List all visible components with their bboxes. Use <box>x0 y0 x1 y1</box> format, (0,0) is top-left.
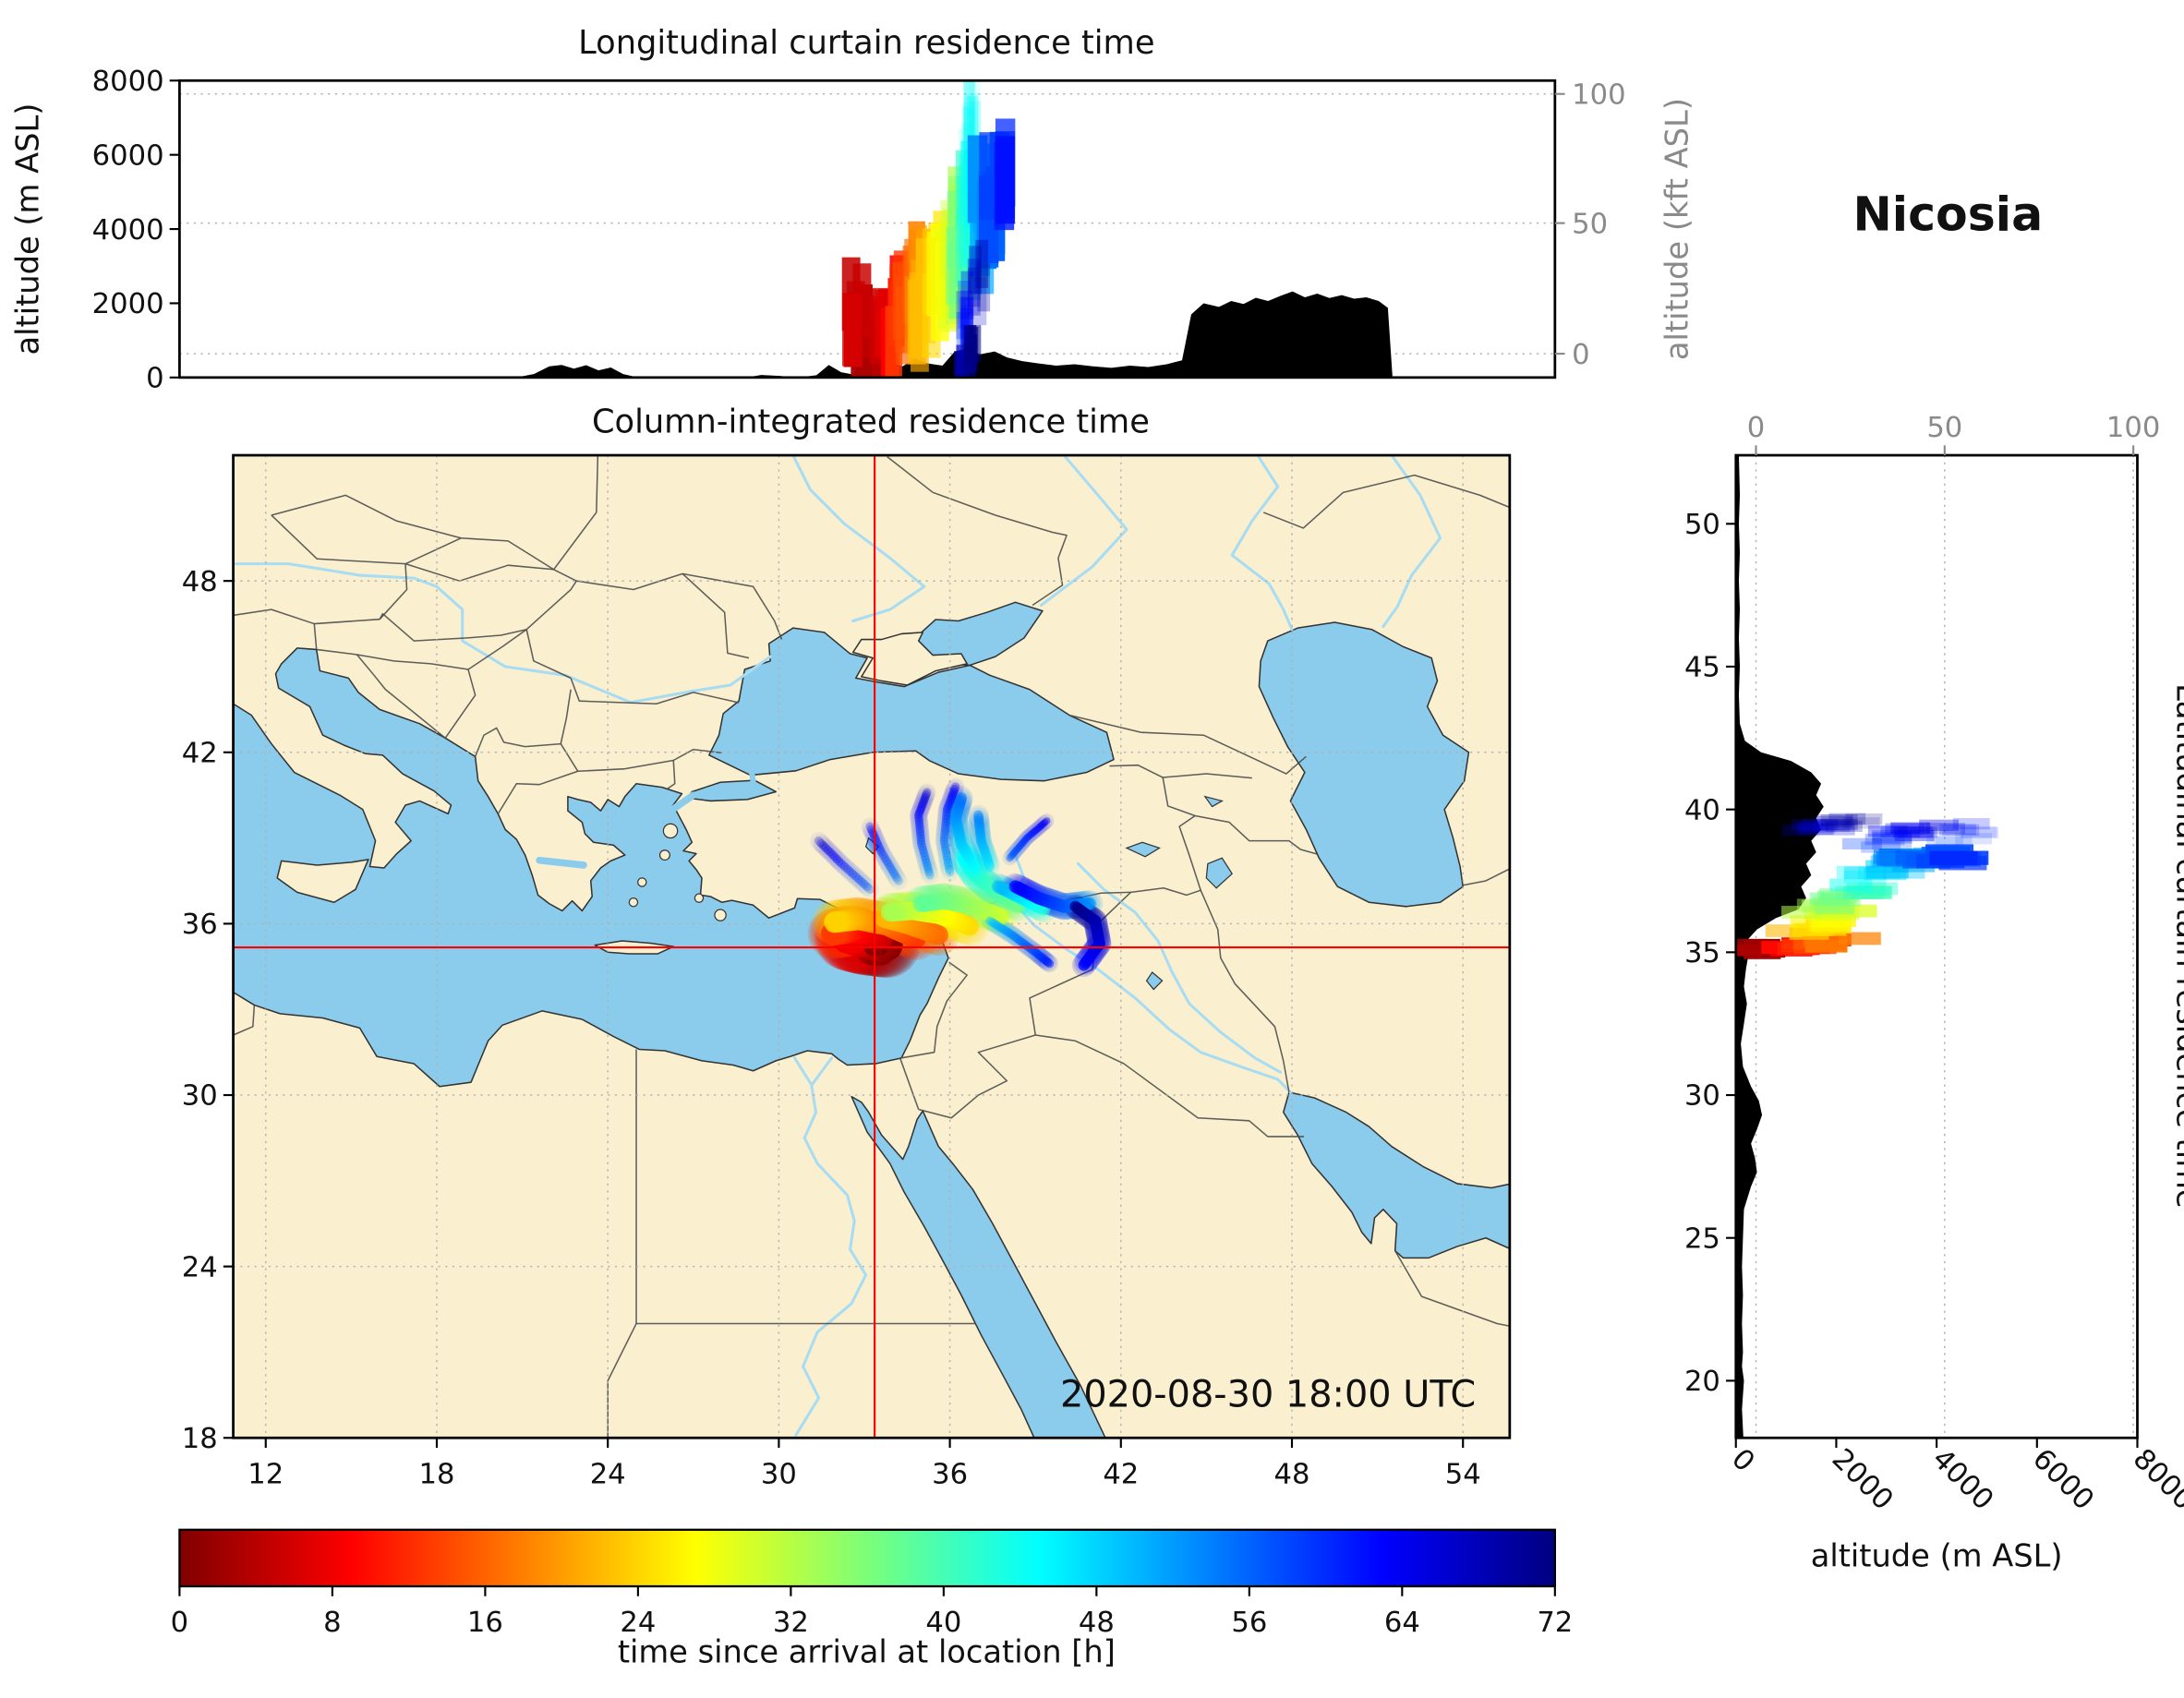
river-ural <box>1382 455 1442 629</box>
svg-text:50: 50 <box>1572 208 1608 240</box>
svg-text:40: 40 <box>1684 794 1720 826</box>
longitudinal-curtain-plot: 0 2000 4000 6000 8000 0 50 100 <box>92 66 1626 395</box>
water-black_sea <box>708 627 1115 782</box>
svg-text:8000: 8000 <box>92 66 164 98</box>
map-date-label: 2020-08-30 18:00 UTC <box>1060 1374 1476 1416</box>
svg-text:36: 36 <box>932 1458 968 1490</box>
plume-residence-time <box>807 777 1112 978</box>
svg-text:0: 0 <box>171 1607 188 1639</box>
svg-text:24: 24 <box>182 1251 218 1283</box>
island-crimea <box>851 632 968 686</box>
latitudinal-curtain-panel: 20 25 30 35 40 45 50 0 2000 4000 6000 8000 0 50 100 La… <box>1684 412 2184 1573</box>
longitudinal-curtain-title: Longitudinal curtain residence time <box>578 24 1154 62</box>
svg-text:8000: 8000 <box>2127 1443 2184 1517</box>
map-plot <box>233 455 1510 1439</box>
colorbar: 0 8 16 24 32 40 48 56 64 72 <box>171 1528 1573 1639</box>
svg-text:2000: 2000 <box>92 288 164 320</box>
river-nile <box>794 1085 868 1437</box>
svg-text:64: 64 <box>1384 1607 1420 1639</box>
svg-text:6000: 6000 <box>92 139 164 172</box>
river-don <box>1039 455 1128 608</box>
latitudinal-curtain-side-label: Latitudinal curtain residence time <box>2169 683 2184 1208</box>
svg-text:24: 24 <box>620 1607 656 1639</box>
svg-text:50: 50 <box>1684 509 1720 541</box>
top-kft-ylabel: altitude (kft ASL) <box>1659 98 1695 360</box>
latitudinal-curtain-data <box>1735 813 1998 959</box>
river-danube <box>233 562 772 704</box>
island-sicily <box>276 859 369 903</box>
river-nile_delta_w <box>792 1056 814 1087</box>
station-name: Nicosia <box>1853 187 2044 242</box>
svg-text:48: 48 <box>182 566 218 598</box>
colorbar-gradient <box>178 1528 1556 1588</box>
longitudinal-terrain <box>180 291 1554 378</box>
svg-text:30: 30 <box>182 1080 218 1113</box>
lake-sevan <box>1203 795 1224 808</box>
svg-text:100: 100 <box>2106 412 2160 444</box>
svg-text:18: 18 <box>418 1458 454 1490</box>
svg-text:24: 24 <box>590 1458 626 1490</box>
lake-urmia <box>1205 857 1233 889</box>
svg-text:20: 20 <box>1684 1366 1720 1398</box>
svg-text:0: 0 <box>1725 1443 1761 1479</box>
svg-text:48: 48 <box>1079 1607 1115 1639</box>
longitudinal-curtain-panel: 0 2000 4000 6000 8000 0 50 100 Longitudinal cur… <box>9 24 1695 395</box>
right-altitude-xlabel: altitude (m ASL) <box>1811 1538 2063 1574</box>
water-mediterranean <box>233 647 957 1088</box>
svg-text:48: 48 <box>1274 1458 1310 1490</box>
svg-text:50: 50 <box>1926 412 1962 444</box>
svg-text:56: 56 <box>1231 1607 1267 1639</box>
water-caspian_sea <box>1258 621 1470 908</box>
svg-text:72: 72 <box>1537 1607 1573 1639</box>
lake-tharthar <box>1145 971 1164 991</box>
water-red_sea <box>851 1095 1106 1439</box>
svg-text:40: 40 <box>925 1607 961 1639</box>
river-volga <box>1230 455 1294 632</box>
svg-text:35: 35 <box>1684 937 1720 969</box>
lake-van <box>1125 841 1161 858</box>
colorbar-panel: 0 8 16 24 32 40 48 56 64 72 time since arrival at… <box>171 1528 1573 1670</box>
svg-text:4000: 4000 <box>1925 1443 1999 1517</box>
water-marmara_sea <box>686 779 777 802</box>
svg-text:32: 32 <box>773 1607 809 1639</box>
svg-text:25: 25 <box>1684 1222 1720 1255</box>
water-persian_gulf <box>1282 1091 1510 1259</box>
svg-text:0: 0 <box>1572 339 1589 371</box>
map-title: Column-integrated residence time <box>592 403 1150 441</box>
svg-text:30: 30 <box>1684 1080 1720 1113</box>
svg-text:0: 0 <box>146 363 163 395</box>
map-panel: 12 18 24 30 36 42 48 54 18 24 30 36 42 48 Column-inte… <box>182 403 1512 1490</box>
river-nile_delta_e <box>810 1056 834 1087</box>
svg-text:42: 42 <box>1103 1458 1139 1490</box>
svg-text:12: 12 <box>247 1458 284 1490</box>
svg-text:54: 54 <box>1445 1458 1481 1490</box>
longitudinal-curtain-data <box>841 80 1016 378</box>
top-altitude-ylabel: altitude (m ASL) <box>9 103 45 355</box>
svg-text:4000: 4000 <box>92 214 164 247</box>
svg-text:2000: 2000 <box>1826 1443 1900 1517</box>
svg-text:45: 45 <box>1684 652 1720 684</box>
svg-text:0: 0 <box>1747 412 1765 444</box>
svg-text:16: 16 <box>467 1607 503 1639</box>
colorbar-label: time since arrival at location [h] <box>618 1634 1116 1670</box>
river-dnieper <box>791 455 926 623</box>
svg-text:18: 18 <box>182 1423 218 1455</box>
svg-text:6000: 6000 <box>2026 1443 2100 1517</box>
map-axes: 12 18 24 30 36 42 48 54 18 24 30 36 42 48 <box>182 453 1512 1490</box>
svg-text:42: 42 <box>182 738 218 770</box>
svg-text:100: 100 <box>1572 78 1625 111</box>
svg-text:36: 36 <box>182 909 218 941</box>
river-tigris <box>1076 861 1283 1074</box>
svg-text:8: 8 <box>323 1607 341 1639</box>
latitudinal-curtain-plot: 20 25 30 35 40 45 50 0 2000 4000 6000 8000 0 50 100 <box>1684 412 2184 1516</box>
svg-text:30: 30 <box>761 1458 797 1490</box>
